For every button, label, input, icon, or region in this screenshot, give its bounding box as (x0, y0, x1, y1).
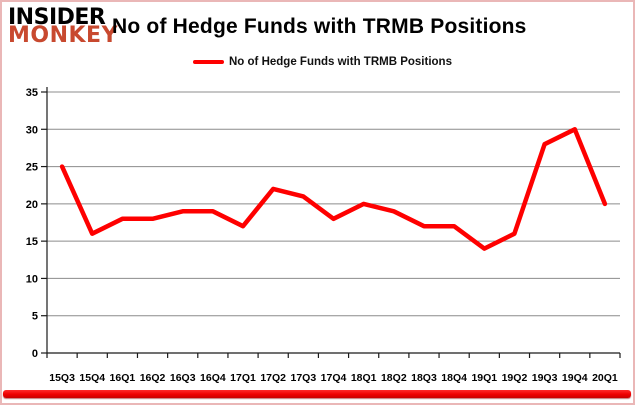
x-tick-label: 18Q3 (411, 372, 437, 384)
y-tick-label: 10 (26, 273, 38, 285)
x-tick-label: 17Q4 (321, 372, 347, 384)
y-tick-label: 25 (26, 162, 38, 174)
x-tick-label: 16Q1 (110, 372, 136, 384)
x-tick-label: 20Q1 (592, 372, 618, 384)
x-tick-label: 19Q1 (471, 372, 497, 384)
chart-title: No of Hedge Funds with TRMB Positions (112, 15, 527, 38)
y-tick-label: 5 (32, 311, 38, 323)
x-tick-label: 18Q4 (441, 372, 467, 384)
y-tick-label: 20 (26, 199, 38, 211)
x-tick-label: 15Q4 (79, 372, 105, 384)
legend: No of Hedge Funds with TRMB Positions (193, 54, 452, 70)
legend-label: No of Hedge Funds with TRMB Positions (229, 56, 452, 68)
y-tick-label: 15 (26, 236, 38, 248)
x-tick-label: 19Q2 (502, 372, 528, 384)
y-tick-label: 30 (26, 124, 38, 136)
brand-logo-insider: INSIDER (8, 5, 106, 30)
x-tick-label: 17Q1 (230, 372, 256, 384)
x-tick-label: 16Q4 (200, 372, 226, 384)
x-tick-label: 19Q4 (562, 372, 588, 384)
data-series-line (59, 127, 608, 251)
x-tick-label: 18Q2 (381, 372, 407, 384)
x-tick-label: 16Q2 (140, 372, 166, 384)
x-tick-label: 18Q1 (351, 372, 377, 384)
legend-line-swatch (193, 60, 224, 64)
x-tick-label: 19Q3 (532, 372, 558, 384)
brand-logo: INSIDER MONKEY (8, 5, 119, 48)
brand-logo-monkey: MONKEY (8, 23, 119, 48)
x-tick-label: 15Q3 (49, 372, 75, 384)
y-tick-label: 35 (26, 87, 38, 99)
bottom-accent-bar (3, 390, 631, 398)
x-tick-label: 17Q3 (290, 372, 316, 384)
y-tick-label: 0 (32, 348, 38, 360)
x-tick-label: 17Q2 (260, 372, 286, 384)
x-tick-label: 16Q3 (170, 372, 196, 384)
